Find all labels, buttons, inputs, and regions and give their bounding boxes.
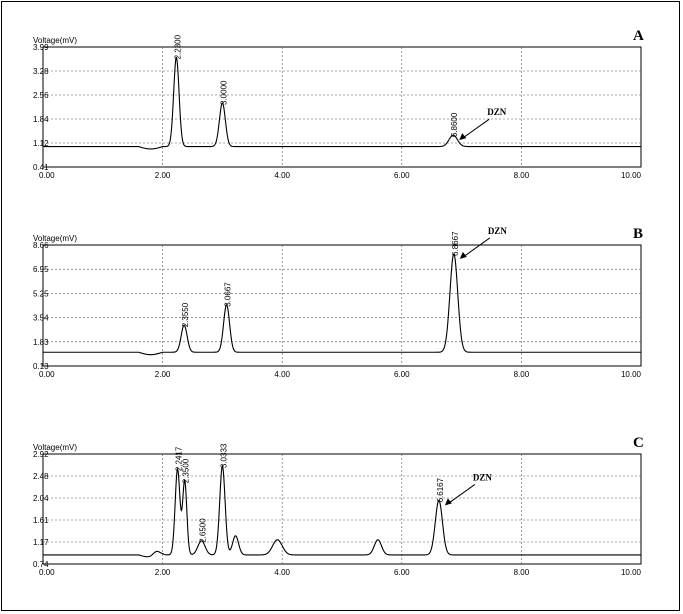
peak-label-a-0: 2.2300 (173, 34, 182, 59)
y-tick-label-c-0: 2.92 (33, 450, 49, 459)
x-tick-label-a-5: 10.00 (621, 171, 642, 180)
peak-label-c-1: 2.2417 (175, 446, 184, 471)
x-tick-label-b-5: 10.00 (621, 370, 642, 379)
dzn-arrow-line-a (460, 118, 490, 140)
chart-panel-b: Voltage(mV) 8.66 6.95 5.25 3.54 1.83 0.13 0.00 2… (0, 200, 683, 400)
y-tick-label-a-2: 2.56 (33, 91, 49, 100)
x-tick-label-b-1: 2.00 (155, 370, 171, 379)
dzn-arrow-line-c (446, 484, 476, 505)
peak-label-c-3: 2.6500 (198, 518, 207, 543)
x-tick-label-a-1: 2.00 (155, 171, 171, 180)
y-tick-label-a-0: 3.99 (33, 43, 49, 52)
x-tick-label-c-1: 2.00 (155, 568, 171, 577)
y-tick-label-b-4: 1.83 (33, 338, 49, 347)
panel-letter-a: A (633, 28, 644, 44)
x-tick-label-c-3: 6.00 (394, 568, 410, 577)
y-tick-label-b-2: 5.25 (33, 289, 49, 298)
x-tick-label-b-2: 4.00 (274, 370, 290, 379)
peak-label-b-2: 6.8667 (451, 231, 460, 256)
x-tick-label-c-4: 8.00 (514, 568, 530, 577)
peak-label-b-1: 3.0667 (224, 282, 233, 307)
panel-letter-c: C (633, 435, 644, 451)
y-tick-label-c-4: 1.17 (33, 538, 49, 547)
x-tick-label-b-4: 8.00 (514, 370, 530, 379)
dzn-annotation-b: DZN (488, 226, 508, 236)
x-tick-label-c-0: 0.00 (39, 568, 55, 577)
dzn-arrow-line-b (461, 237, 491, 259)
chart-panel-c: Voltage(mV) 2.92 2.48 2.04 1.61 1.17 0.74 0.00 2… (0, 400, 683, 600)
y-tick-label-b-5: 0.13 (33, 362, 49, 371)
y-tick-label-b-3: 3.54 (33, 314, 49, 323)
peak-label-a-1: 3.0000 (219, 80, 228, 105)
plot-area-c (42, 453, 642, 565)
dzn-arrow-head-b (459, 251, 467, 259)
chart-panel-a: Voltage(mV) 3.99 3.28 2.56 1.84 1.12 0.41 0.00 2… (0, 0, 683, 200)
y-axis-label-c: Voltage(mV) (33, 443, 77, 452)
y-tick-label-b-0: 8.66 (33, 241, 49, 250)
trace-b (43, 253, 641, 356)
chart-c-svg: Voltage(mV)2.92 2.48 2.04 1.61 1.17 0.740.00 2… (33, 435, 644, 577)
y-tick-label-a-5: 0.41 (33, 163, 49, 172)
x-tick-label-c-2: 4.00 (274, 568, 290, 577)
y-tick-label-c-3: 1.61 (33, 516, 49, 525)
chart-a-svg: Voltage(mV)3.99 3.28 2.56 1.84 1.12 0.410.00 2… (33, 28, 644, 180)
x-tick-label-c-5: 10.00 (621, 568, 642, 577)
plot-area-b (42, 244, 642, 367)
peak-label-c-8: 6.6167 (436, 477, 445, 502)
y-tick-label-c-1: 2.48 (33, 472, 49, 481)
y-axis-label-a: Voltage(mV) (33, 36, 77, 45)
y-tick-label-a-4: 1.12 (33, 139, 49, 148)
y-axis-label-b: Voltage(mV) (33, 234, 77, 243)
y-tick-label-c-2: 2.04 (33, 494, 49, 503)
trace-a (43, 56, 641, 150)
y-tick-label-c-5: 0.74 (33, 560, 49, 569)
chart-b-svg: Voltage(mV)8.66 6.95 5.25 3.54 1.83 0.130.00 2… (33, 226, 643, 379)
dzn-arrow-head-c (444, 498, 452, 506)
peak-label-b-0: 2.3550 (181, 302, 190, 327)
peak-label-c-2: 2.3500 (182, 458, 191, 483)
dzn-arrow-head-a (459, 133, 467, 141)
panel-letter-b: B (633, 226, 643, 242)
x-tick-label-b-3: 6.00 (394, 370, 410, 379)
x-tick-label-a-3: 6.00 (394, 171, 410, 180)
trace-c (43, 464, 641, 558)
dzn-annotation-a: DZN (487, 107, 507, 117)
x-tick-label-a-0: 0.00 (39, 171, 55, 180)
y-tick-label-b-1: 6.95 (33, 265, 49, 274)
peak-label-a-2: 6.8600 (450, 112, 459, 137)
y-tick-label-a-1: 3.28 (33, 67, 49, 76)
peak-label-c-4: 3.0333 (219, 443, 228, 468)
y-tick-label-a-3: 1.84 (33, 115, 49, 124)
x-tick-label-b-0: 0.00 (39, 370, 55, 379)
dzn-annotation-c: DZN (473, 472, 493, 482)
x-tick-label-a-2: 4.00 (274, 171, 290, 180)
plot-area-a (42, 46, 642, 168)
x-tick-label-a-4: 8.00 (514, 171, 530, 180)
